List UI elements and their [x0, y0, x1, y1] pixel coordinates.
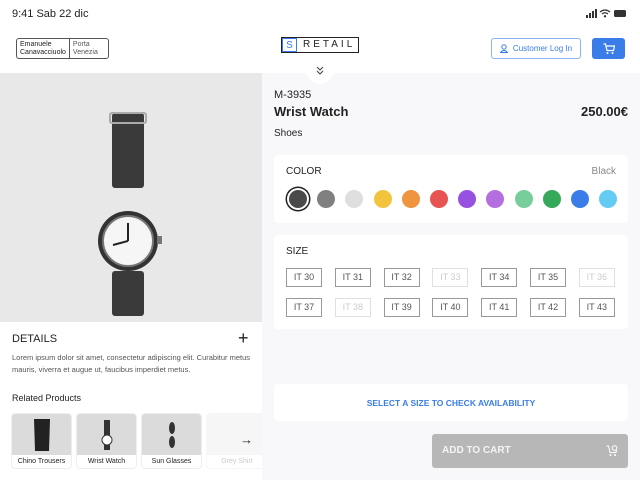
color-card: COLOR Black	[274, 155, 628, 223]
color-title: COLOR	[286, 166, 322, 177]
size-option[interactable]: IT 36	[578, 268, 615, 287]
color-swatch[interactable]	[542, 190, 561, 208]
customer-login-button[interactable]: Customer Log In	[491, 38, 581, 59]
size-option[interactable]: IT 37	[286, 298, 322, 317]
trousers-image	[33, 418, 50, 451]
logo: S RETAIL	[281, 37, 360, 53]
size-option[interactable]: IT 41	[481, 298, 518, 317]
product-category: Shoes	[274, 128, 303, 139]
cart-icon	[603, 42, 615, 54]
collapse-chevron-icon[interactable]	[306, 58, 334, 84]
product-image	[0, 73, 262, 322]
size-title: SIZE	[286, 246, 309, 257]
size-option[interactable]: IT 35	[530, 268, 566, 287]
store-location: Porta Venezia	[72, 41, 98, 56]
color-swatch[interactable]	[571, 190, 589, 208]
related-item[interactable]: Chino Trousers	[12, 414, 71, 468]
color-swatch[interactable]	[599, 190, 618, 208]
size-option[interactable]: IT 30	[286, 268, 322, 287]
size-option[interactable]: IT 39	[383, 298, 420, 317]
add-cart-icon	[606, 445, 618, 456]
product-code: M-3935	[274, 89, 312, 101]
sunglasses-image	[168, 421, 175, 448]
watch-image	[98, 112, 162, 316]
color-swatch[interactable]	[345, 190, 364, 208]
expand-details-icon[interactable]: +	[238, 328, 249, 348]
cart-button[interactable]	[592, 38, 625, 59]
store-badge[interactable]: Emanuele Canavacciuolo Porta Venezia	[16, 38, 109, 59]
color-swatch[interactable]	[317, 190, 336, 208]
color-swatch[interactable]	[514, 190, 533, 208]
color-swatch[interactable]	[289, 190, 307, 208]
status-icons	[586, 9, 626, 18]
size-option[interactable]: IT 32	[383, 268, 420, 287]
color-swatch[interactable]	[373, 190, 392, 208]
color-swatch[interactable]	[486, 190, 505, 208]
store-name: Emanuele Canavacciuolo	[17, 39, 70, 58]
size-option[interactable]: IT 33	[432, 268, 469, 287]
status-time: 9:41 Sab 22 dic	[12, 8, 89, 20]
user-icon	[499, 44, 508, 53]
size-option[interactable]: IT 31	[334, 268, 371, 287]
product-name: Wrist Watch	[274, 104, 349, 119]
add-to-cart-button[interactable]: ADD TO CART	[432, 434, 628, 468]
related-item[interactable]: Grey Shirt	[207, 414, 267, 468]
size-option[interactable]: IT 34	[481, 268, 518, 287]
left-panel: DETAILS + Lorem ipsum dolor sit amet, co…	[0, 73, 267, 480]
details-title: DETAILS	[12, 333, 58, 345]
color-swatch[interactable]	[401, 190, 420, 208]
size-option[interactable]: IT 42	[530, 298, 566, 317]
color-selected: Black	[591, 166, 616, 177]
right-panel: M-3935 Wrist Watch 250.00€ Shoes COLOR B…	[262, 73, 640, 480]
status-bar: 9:41 Sab 22 dic	[0, 0, 640, 28]
related-item[interactable]: Sun Glasses	[142, 414, 201, 468]
size-option[interactable]: IT 38	[334, 298, 371, 317]
size-option[interactable]: IT 40	[432, 298, 469, 317]
color-swatch[interactable]	[430, 190, 448, 208]
watch-thumb	[101, 419, 112, 450]
details-text: Lorem ipsum dolor sit amet, consectetur …	[12, 353, 251, 374]
color-swatch[interactable]	[458, 190, 477, 208]
related-title: Related Products	[12, 393, 82, 403]
size-card: SIZE IT 30 IT 31 IT 32 IT 33 IT 34 IT 35 IT 36…	[274, 235, 628, 329]
arrow-right-icon[interactable]: →	[240, 432, 253, 447]
availability-button[interactable]: SELECT A SIZE TO CHECK AVAILABILITY	[274, 384, 628, 421]
product-price: 250.00€	[581, 104, 628, 119]
size-option[interactable]: IT 43	[578, 298, 615, 317]
related-item[interactable]: Wrist Watch	[77, 414, 136, 468]
